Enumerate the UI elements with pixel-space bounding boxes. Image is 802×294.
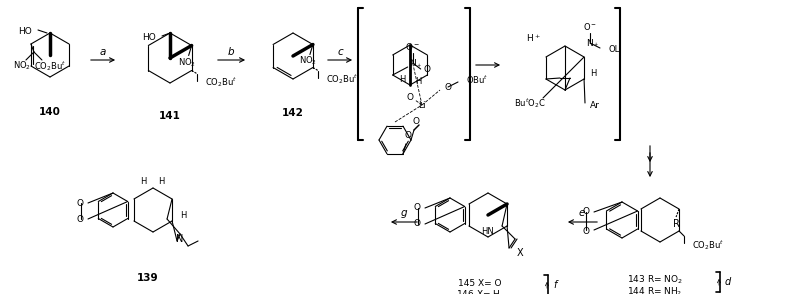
Text: O: O bbox=[77, 198, 84, 208]
Text: O$^-$: O$^-$ bbox=[582, 21, 597, 31]
Text: H: H bbox=[140, 178, 146, 186]
Text: 140: 140 bbox=[39, 107, 61, 117]
Text: O: O bbox=[406, 93, 413, 103]
Text: Bu$^t$O$_2$C: Bu$^t$O$_2$C bbox=[513, 96, 545, 110]
Text: N: N bbox=[409, 59, 415, 68]
Text: 144 R= NH$_2$: 144 R= NH$_2$ bbox=[626, 286, 682, 294]
Text: CO$_2$Bu$^t$: CO$_2$Bu$^t$ bbox=[326, 73, 358, 86]
Text: 142: 142 bbox=[282, 108, 304, 118]
Text: NO$_2$: NO$_2$ bbox=[13, 60, 31, 72]
Text: O: O bbox=[77, 215, 84, 223]
Text: NO$_2$: NO$_2$ bbox=[298, 54, 317, 67]
Text: H: H bbox=[415, 78, 421, 86]
Text: HN: HN bbox=[480, 226, 493, 235]
Text: N: N bbox=[176, 234, 184, 244]
Text: O: O bbox=[444, 83, 451, 91]
Text: R: R bbox=[672, 219, 678, 229]
Text: O: O bbox=[582, 206, 589, 216]
Text: $^+$: $^+$ bbox=[415, 64, 422, 70]
Text: 139: 139 bbox=[137, 273, 159, 283]
Text: O: O bbox=[414, 220, 420, 228]
Text: O: O bbox=[423, 66, 430, 74]
Text: b: b bbox=[228, 47, 234, 57]
Text: O: O bbox=[412, 118, 419, 126]
Text: f: f bbox=[553, 280, 556, 290]
Text: 145 X= O: 145 X= O bbox=[458, 278, 501, 288]
Text: NO$_2$: NO$_2$ bbox=[177, 56, 196, 69]
Text: Ar: Ar bbox=[589, 101, 599, 111]
Text: g: g bbox=[400, 208, 407, 218]
Text: Li: Li bbox=[418, 101, 425, 109]
Text: CO$_2$Bu$^t$: CO$_2$Bu$^t$ bbox=[691, 238, 723, 252]
Text: H: H bbox=[180, 211, 186, 220]
Text: 146 X= H$_2$: 146 X= H$_2$ bbox=[455, 289, 504, 294]
Text: CO$_2$Bu$^t$: CO$_2$Bu$^t$ bbox=[205, 76, 237, 89]
Text: O: O bbox=[404, 131, 411, 140]
Text: O: O bbox=[414, 203, 420, 213]
Text: HO: HO bbox=[18, 26, 32, 36]
Text: HO: HO bbox=[142, 33, 156, 41]
Text: c: c bbox=[337, 47, 342, 57]
Text: 141: 141 bbox=[159, 111, 180, 121]
Text: H: H bbox=[399, 76, 405, 84]
Text: N: N bbox=[586, 39, 593, 48]
Text: OLi: OLi bbox=[608, 46, 622, 54]
Text: X: X bbox=[516, 248, 523, 258]
Text: e: e bbox=[578, 208, 585, 218]
Text: H: H bbox=[589, 69, 595, 78]
Text: a: a bbox=[99, 47, 106, 57]
Text: d: d bbox=[724, 277, 731, 287]
Text: H$^+$: H$^+$ bbox=[525, 32, 540, 44]
Text: 143 R= NO$_2$: 143 R= NO$_2$ bbox=[626, 274, 683, 286]
Text: $^+$: $^+$ bbox=[591, 43, 597, 49]
Text: O: O bbox=[582, 226, 589, 235]
Text: CO$_2$Bu$^t$: CO$_2$Bu$^t$ bbox=[34, 59, 66, 73]
Text: H: H bbox=[158, 178, 164, 186]
Text: O$^-$: O$^-$ bbox=[405, 41, 419, 53]
Text: OBu$^t$: OBu$^t$ bbox=[465, 74, 488, 86]
